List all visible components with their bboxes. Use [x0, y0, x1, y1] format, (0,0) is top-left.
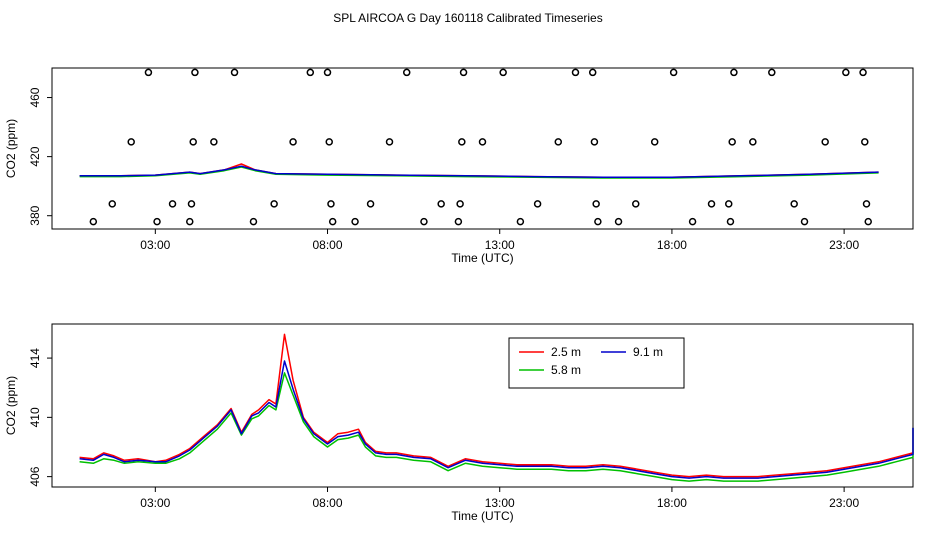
calibration-point [669, 68, 678, 77]
calibration-point [249, 217, 258, 226]
calibration-point [289, 138, 297, 146]
figure-title: SPL AIRCOA G Day 160118 Calibrated Times… [333, 11, 602, 25]
y-tick-label: 460 [28, 87, 42, 107]
y-tick-label: 380 [28, 205, 42, 225]
x-tick-label: 13:00 [485, 496, 515, 510]
x-axis-label: Time (UTC) [451, 251, 513, 265]
calibration-point [571, 68, 580, 77]
calibration-point [749, 138, 757, 146]
x-tick-label: 03:00 [140, 496, 170, 510]
x-tick-label: 03:00 [140, 238, 170, 252]
calibration-point [821, 138, 829, 146]
calibration-point [420, 217, 428, 226]
calibration-point [191, 68, 199, 77]
x-tick-label: 18:00 [657, 496, 687, 510]
calibration-point [459, 68, 468, 77]
calibration-point [402, 68, 411, 77]
calibration-point [499, 68, 507, 77]
plot-frame [51, 323, 914, 488]
calibration-point [861, 138, 869, 146]
y-tick-label: 406 [28, 466, 42, 486]
legend-label: 5.8 m [551, 363, 581, 377]
calibration-point [306, 68, 315, 77]
y-axis-label: CO2 (ppm) [4, 119, 18, 178]
y-tick-label: 410 [28, 407, 42, 427]
calibration-point [862, 200, 871, 208]
y-axis-label: CO2 (ppm) [4, 376, 18, 435]
calibration-point [590, 138, 599, 146]
calibration-point [89, 217, 98, 226]
calibration-point [327, 200, 335, 208]
calibration-point [366, 200, 375, 208]
legend-label: 2.5 m [551, 345, 581, 359]
calibration-point [454, 217, 463, 226]
calibration-point [144, 68, 153, 77]
calibration-point [790, 200, 798, 208]
calibration-point [730, 68, 738, 77]
calibration-point [437, 200, 445, 208]
calibration-point [456, 200, 464, 208]
calibration-point [108, 200, 117, 208]
calibration-point [323, 68, 332, 77]
top-panel-co2-with-standards: 03:00 08:00 13:00 18:00 23:00 380 420 460 Time (… [4, 67, 914, 265]
calibration-point [726, 217, 735, 226]
x-tick-label: 18:00 [657, 238, 687, 252]
calibration-point [187, 200, 196, 208]
calibration-point [688, 217, 697, 226]
calibration-point [554, 138, 563, 146]
calibration-point [168, 200, 177, 208]
legend-box [508, 337, 685, 389]
calibration-point [270, 200, 278, 208]
x-tick-label: 08:00 [313, 496, 343, 510]
calibration-point [842, 68, 850, 77]
legend: 2.5 m 9.1 m 5.8 m [508, 337, 685, 389]
calibration-point [186, 217, 194, 226]
series-line-2-5-m [79, 333, 914, 478]
calibration-point [800, 217, 809, 226]
calibration-point [768, 68, 776, 77]
calibration-point [594, 217, 602, 226]
y-tick-label: 414 [28, 348, 42, 368]
x-tick-label: 08:00 [313, 238, 343, 252]
bottom-panel-co2-tower-levels: 03:00 08:00 13:00 18:00 23:00 406 410 414 Time (… [4, 323, 914, 523]
calibration-point [533, 200, 542, 208]
plot-frame [51, 67, 914, 230]
series-line-9-1-m [79, 360, 914, 479]
calibration-point [592, 200, 600, 208]
y-tick-label: 420 [28, 146, 42, 166]
calibration-point [351, 217, 359, 226]
calibration-point [859, 68, 867, 77]
calibration-point [516, 217, 525, 226]
calibration-point [724, 200, 733, 208]
calibration-point [864, 217, 872, 226]
x-axis-label: Time (UTC) [451, 509, 513, 523]
calibration-point [189, 138, 197, 146]
calibration-point [707, 200, 716, 208]
calibration-point [230, 68, 239, 77]
calibration-point [328, 217, 337, 226]
legend-label: 9.1 m [633, 345, 663, 359]
calibration-point [728, 138, 736, 146]
calibration-point [588, 68, 597, 77]
x-tick-label: 13:00 [485, 238, 515, 252]
calibration-point [385, 138, 394, 146]
calibration-point [650, 138, 659, 146]
calibration-point [153, 217, 161, 226]
calibration-point [614, 217, 623, 226]
calibration-point [325, 138, 333, 146]
x-tick-label: 23:00 [829, 238, 859, 252]
x-tick-label: 23:00 [829, 496, 859, 510]
calibration-point [127, 138, 135, 146]
calibration-point [458, 138, 466, 146]
series-line-5-8-m [79, 372, 914, 482]
series-line-9-1-m [79, 165, 879, 179]
calibration-point [632, 200, 640, 208]
calibration-point [210, 138, 218, 146]
calibration-point [478, 138, 487, 146]
